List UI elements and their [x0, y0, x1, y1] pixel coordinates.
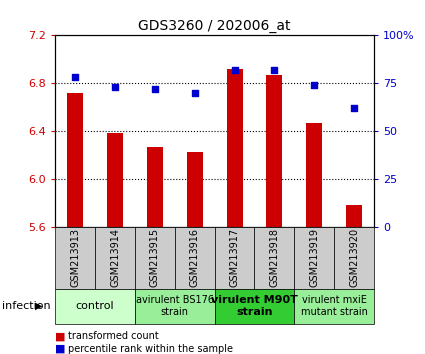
Text: GSM213914: GSM213914: [110, 228, 120, 287]
Text: GSM213920: GSM213920: [349, 228, 359, 287]
Text: ▶: ▶: [35, 301, 43, 311]
Text: ■: ■: [55, 344, 66, 354]
Bar: [346, 205, 362, 227]
Bar: [55, 289, 135, 324]
Point: [231, 67, 238, 73]
Text: GSM213913: GSM213913: [70, 228, 80, 287]
Bar: [135, 289, 215, 324]
Point: [191, 90, 198, 96]
Bar: [227, 69, 243, 227]
Text: GSM213915: GSM213915: [150, 228, 160, 287]
Bar: [215, 227, 255, 289]
Text: ■: ■: [55, 331, 66, 341]
Text: control: control: [76, 301, 114, 311]
Point: [271, 67, 278, 73]
Bar: [107, 133, 123, 227]
Title: GDS3260 / 202006_at: GDS3260 / 202006_at: [139, 19, 291, 33]
Point: [72, 75, 79, 80]
Text: infection: infection: [2, 301, 51, 311]
Text: avirulent BS176
strain: avirulent BS176 strain: [136, 295, 214, 317]
Bar: [334, 227, 374, 289]
Bar: [67, 93, 83, 227]
Text: GSM213916: GSM213916: [190, 228, 200, 287]
Bar: [266, 75, 282, 227]
Bar: [95, 227, 135, 289]
Bar: [175, 227, 215, 289]
Bar: [135, 227, 175, 289]
Text: virulent mxiE
mutant strain: virulent mxiE mutant strain: [301, 295, 368, 317]
Text: virulent M90T
strain: virulent M90T strain: [211, 295, 298, 317]
Bar: [306, 122, 322, 227]
Bar: [147, 147, 163, 227]
Point: [311, 82, 317, 88]
Bar: [294, 289, 374, 324]
Text: percentile rank within the sample: percentile rank within the sample: [68, 344, 233, 354]
Text: transformed count: transformed count: [68, 331, 159, 341]
Bar: [187, 153, 203, 227]
Point: [151, 86, 158, 92]
Text: GSM213917: GSM213917: [230, 228, 240, 287]
Bar: [215, 289, 294, 324]
Bar: [255, 227, 294, 289]
Point: [351, 105, 357, 111]
Bar: [294, 227, 334, 289]
Bar: [55, 227, 95, 289]
Text: GSM213918: GSM213918: [269, 228, 279, 287]
Text: GSM213919: GSM213919: [309, 228, 319, 287]
Point: [112, 84, 119, 90]
